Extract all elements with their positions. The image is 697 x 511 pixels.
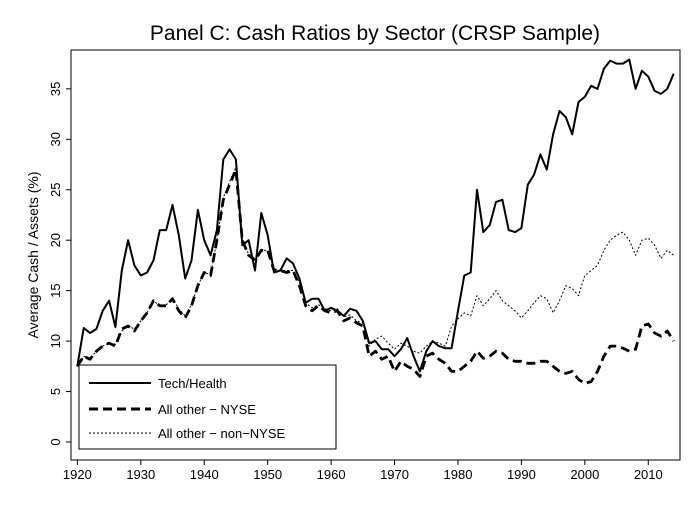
y-tick-label: 0 [48,438,63,445]
series-layer [76,58,675,385]
y-tick-label: 30 [48,132,63,146]
x-tick-label: 1950 [253,467,282,482]
x-tick-label: 1980 [444,467,473,482]
plot-frame [70,49,681,461]
x-axis: 1920 1930 1940 1950 1960 1970 1980 1990 2000 2010 [63,460,663,482]
x-tick-label: 1930 [126,467,155,482]
x-tick-label: 1970 [380,467,409,482]
series-line-nyse [76,168,675,385]
series-line-non-nyse [76,167,675,367]
legend-label-nyse: All other − NYSE [158,402,256,417]
x-tick-label: 1920 [63,467,92,482]
y-tick-label: 15 [48,283,63,297]
x-tick-label: 2010 [634,467,663,482]
chart-title: Panel C: Cash Ratios by Sector (CRSP Sam… [150,22,600,45]
y-axis: 0 5 10 15 20 25 30 35 [48,82,71,446]
legend-label-non-nyse: All other − non−NYSE [158,426,286,441]
y-tick-label: 20 [48,233,63,247]
y-tick-label: 10 [48,334,63,348]
y-tick-label: 35 [48,82,63,96]
legend: Tech/Health All other − NYSE All other −… [78,364,337,450]
legend-label-tech-health: Tech/Health [158,376,227,391]
y-tick-label: 25 [48,183,63,197]
x-tick-label: 2000 [570,467,599,482]
y-axis-label: Average Cash / Assets (%) [25,171,41,338]
x-tick-label: 1940 [190,467,219,482]
legend-box [78,364,337,450]
x-tick-label: 1990 [507,467,536,482]
x-tick-label: 1960 [317,467,346,482]
series-line-tech-health [76,58,675,373]
y-tick-label: 5 [48,388,63,395]
